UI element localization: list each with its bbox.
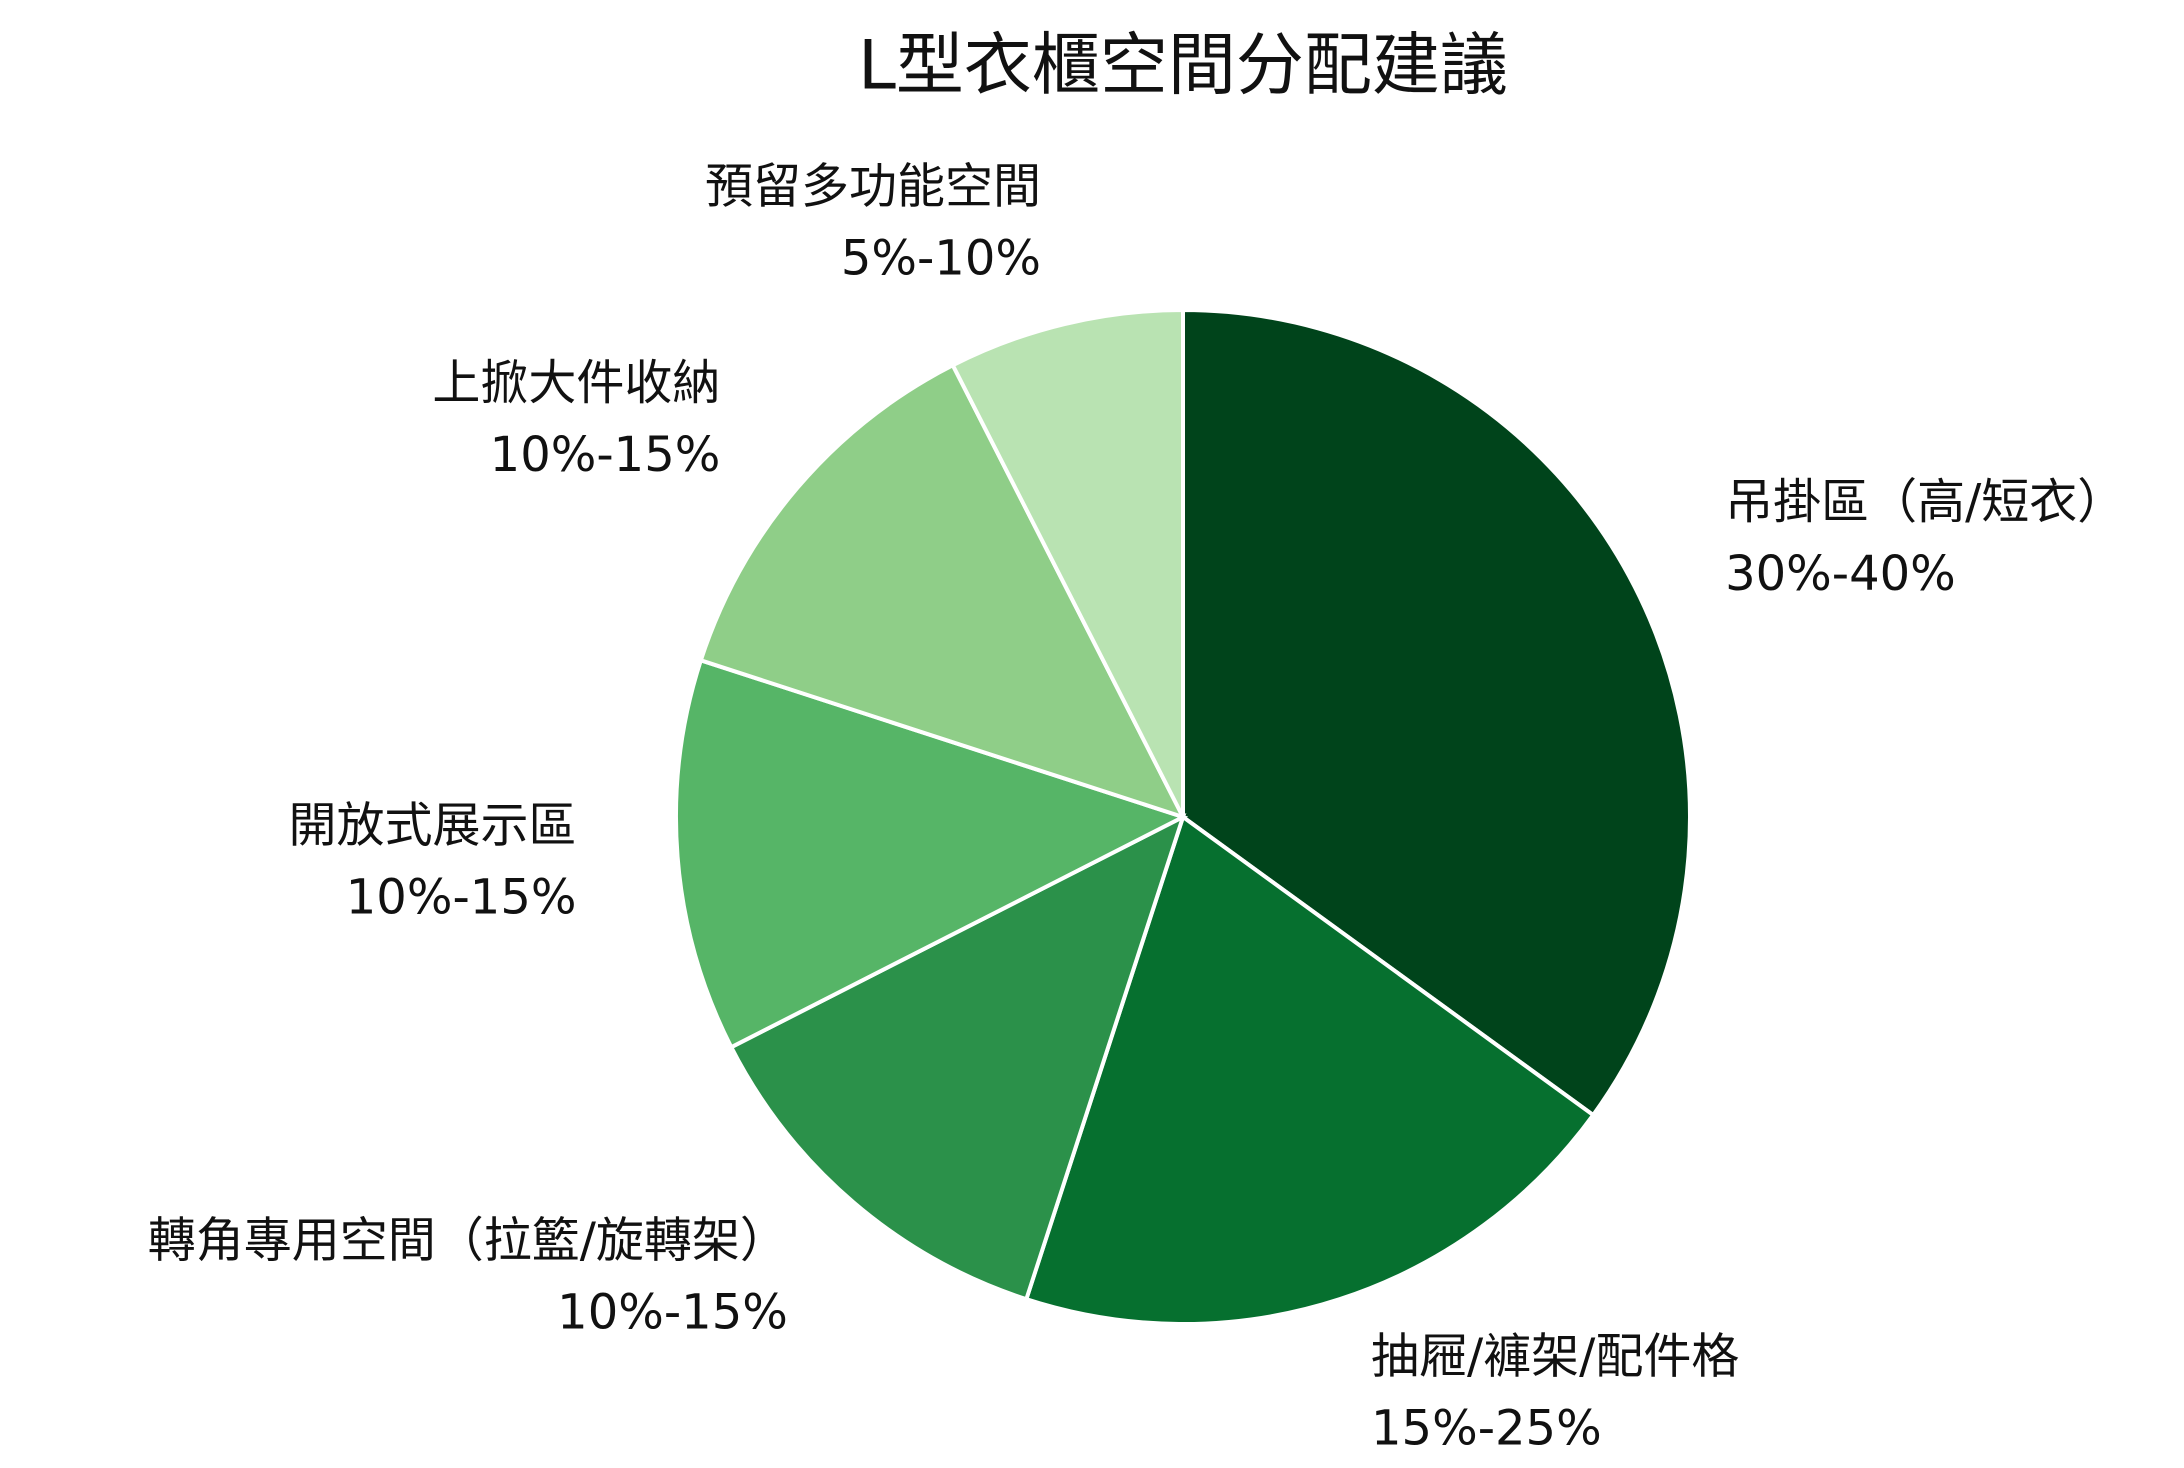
pie-slice: [950, 307, 1185, 818]
slice-label: 轉角專用空間（拉籃/旋轉架）: [148, 1213, 788, 1269]
slice-label: 上掀大件收納: [432, 355, 720, 411]
pie-slice: [1023, 813, 1596, 1326]
chart-title: L型衣櫃空間分配建議: [858, 27, 1508, 106]
slice-range: 15%-25%: [1371, 1401, 1602, 1457]
slice-label: 開放式展示區: [288, 798, 576, 854]
slice-label: 抽屜/褲架/配件格: [1371, 1329, 1739, 1385]
slice-range: 10%-15%: [557, 1285, 788, 1341]
slice-range: 10%-15%: [346, 870, 577, 926]
pie-slice: [674, 657, 1189, 1050]
pie-slice: [1181, 307, 1692, 1118]
slice-range: 30%-40%: [1725, 546, 1956, 602]
slice-range: 10%-15%: [490, 427, 721, 483]
pie-slice: [698, 362, 1187, 821]
slice-label: 預留多功能空間: [705, 158, 1041, 214]
slice-label: 吊掛區（高/短衣）: [1725, 474, 2125, 530]
pie-slice: [728, 813, 1187, 1302]
slice-range: 5%-10%: [841, 230, 1041, 286]
